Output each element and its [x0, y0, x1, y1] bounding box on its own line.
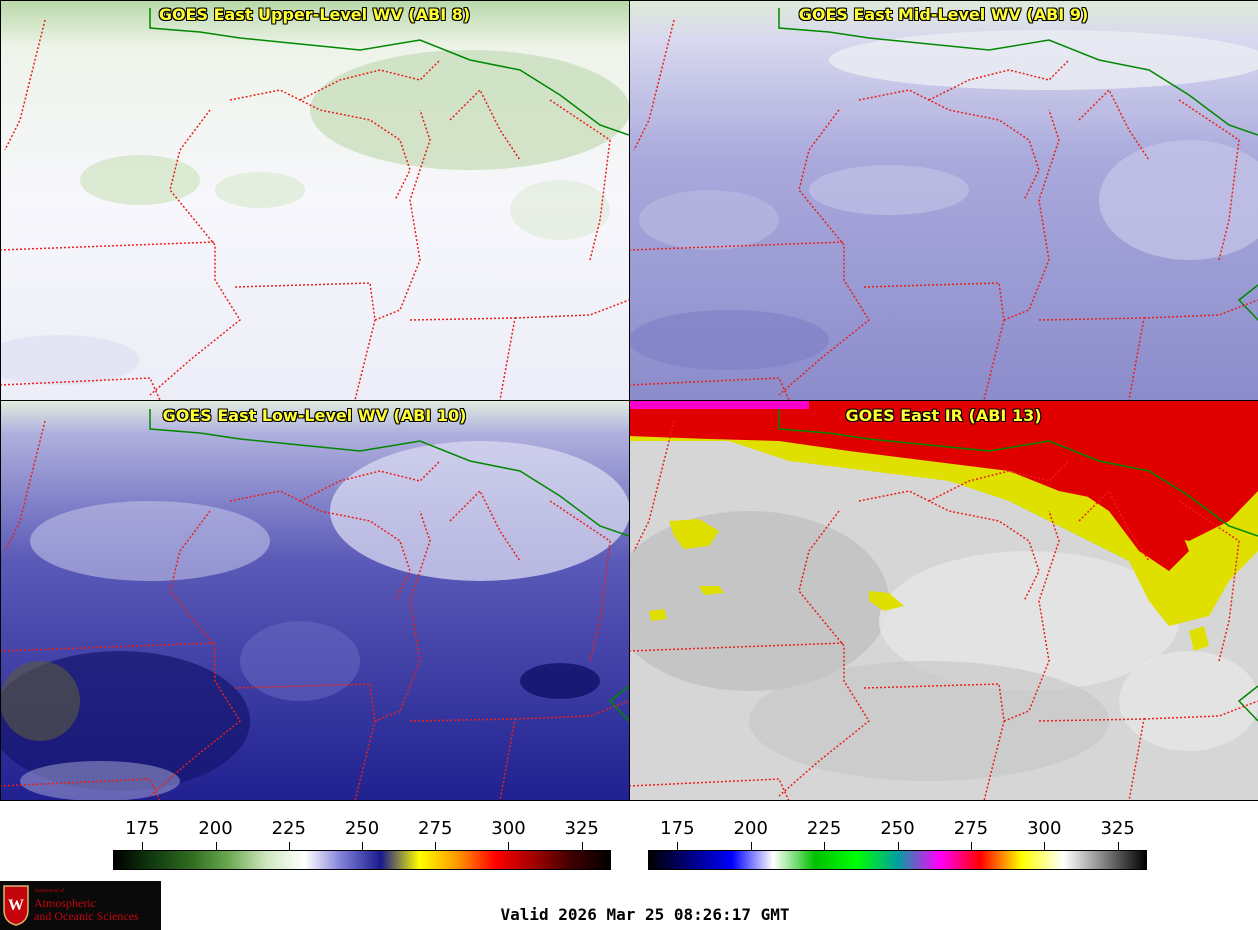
logo-dept-text: Department of — [35, 889, 65, 894]
ir-imagery — [629, 401, 1258, 801]
ir-tick-label: 175 — [660, 818, 695, 839]
mid-wv-imagery — [629, 0, 1258, 400]
wv-tick-mark — [508, 842, 510, 850]
logo-name-line2: and Oceanic Sciences — [34, 909, 139, 923]
ir-tick-mark — [677, 842, 679, 850]
wv-tick-mark — [215, 842, 217, 850]
wv-tick-label: 225 — [271, 818, 306, 839]
ir-tick-label: 300 — [1027, 818, 1062, 839]
ir-tick-mark — [824, 842, 826, 850]
low-level-wv-panel: GOES East Low-Level WV (ABI 10) — [0, 401, 629, 801]
uw-crest-icon: W — [3, 885, 29, 926]
wv-tick-mark — [435, 842, 437, 850]
wv-tick-label: 275 — [418, 818, 453, 839]
ir-panel: GOES East IR (ABI 13) — [629, 401, 1258, 801]
ir-colorbar: 175 200 225 250 275 300 325 — [648, 812, 1147, 872]
ir-tick-mark — [1044, 842, 1046, 850]
low-wv-title: GOES East Low-Level WV (ABI 10) — [162, 406, 467, 425]
ir-tick-label: 250 — [880, 818, 915, 839]
wv-tick-mark — [142, 842, 144, 850]
mid-wv-title: GOES East Mid-Level WV (ABI 9) — [798, 5, 1089, 24]
wv-tick-label: 250 — [344, 818, 380, 839]
panel-divider-horizontal — [0, 400, 1258, 401]
valid-time: Valid 2026 Mar 25 08:26:17 GMT — [500, 905, 790, 924]
ir-tick-mark — [970, 842, 972, 850]
wv-tick-label: 200 — [198, 818, 233, 839]
ir-tick-label: 225 — [806, 818, 842, 839]
ir-colorbar-gradient — [648, 850, 1147, 870]
ir-tick-mark — [1117, 842, 1119, 850]
upper-wv-title: GOES East Upper-Level WV (ABI 8) — [158, 5, 471, 24]
upper-level-wv-panel: GOES East Upper-Level WV (ABI 8) — [0, 0, 629, 400]
logo-name-line1: Atmospheric — [34, 896, 96, 910]
wv-colorbar-gradient — [113, 850, 611, 870]
wv-tick-label: 325 — [564, 818, 599, 839]
mid-level-wv-panel: GOES East Mid-Level WV (ABI 9) — [629, 0, 1258, 400]
ir-tick-mark — [750, 842, 752, 850]
aos-logo: W Department of Atmospheric and Oceanic … — [0, 881, 161, 930]
ir-colorbar-ticks: 175 200 225 250 275 300 325 — [648, 812, 1147, 850]
wv-tick-mark — [581, 842, 583, 850]
wv-colorbar: 175 200 225 250 275 300 325 — [113, 812, 611, 872]
ir-tick-mark — [897, 842, 899, 850]
ir-tick-label: 325 — [1100, 818, 1135, 839]
ir-tick-label: 275 — [953, 818, 989, 839]
upper-wv-imagery — [0, 0, 629, 400]
ir-title: GOES East IR (ABI 13) — [845, 406, 1042, 425]
wv-tick-mark — [288, 842, 290, 850]
low-wv-imagery — [0, 401, 629, 801]
svg-text:W: W — [8, 897, 24, 914]
wv-colorbar-ticks: 175 200 225 250 275 300 325 — [113, 812, 611, 850]
wv-tick-mark — [362, 842, 363, 850]
wv-tick-label: 300 — [491, 818, 526, 839]
wv-tick-label: 175 — [125, 818, 160, 839]
ir-tick-label: 200 — [733, 818, 768, 839]
